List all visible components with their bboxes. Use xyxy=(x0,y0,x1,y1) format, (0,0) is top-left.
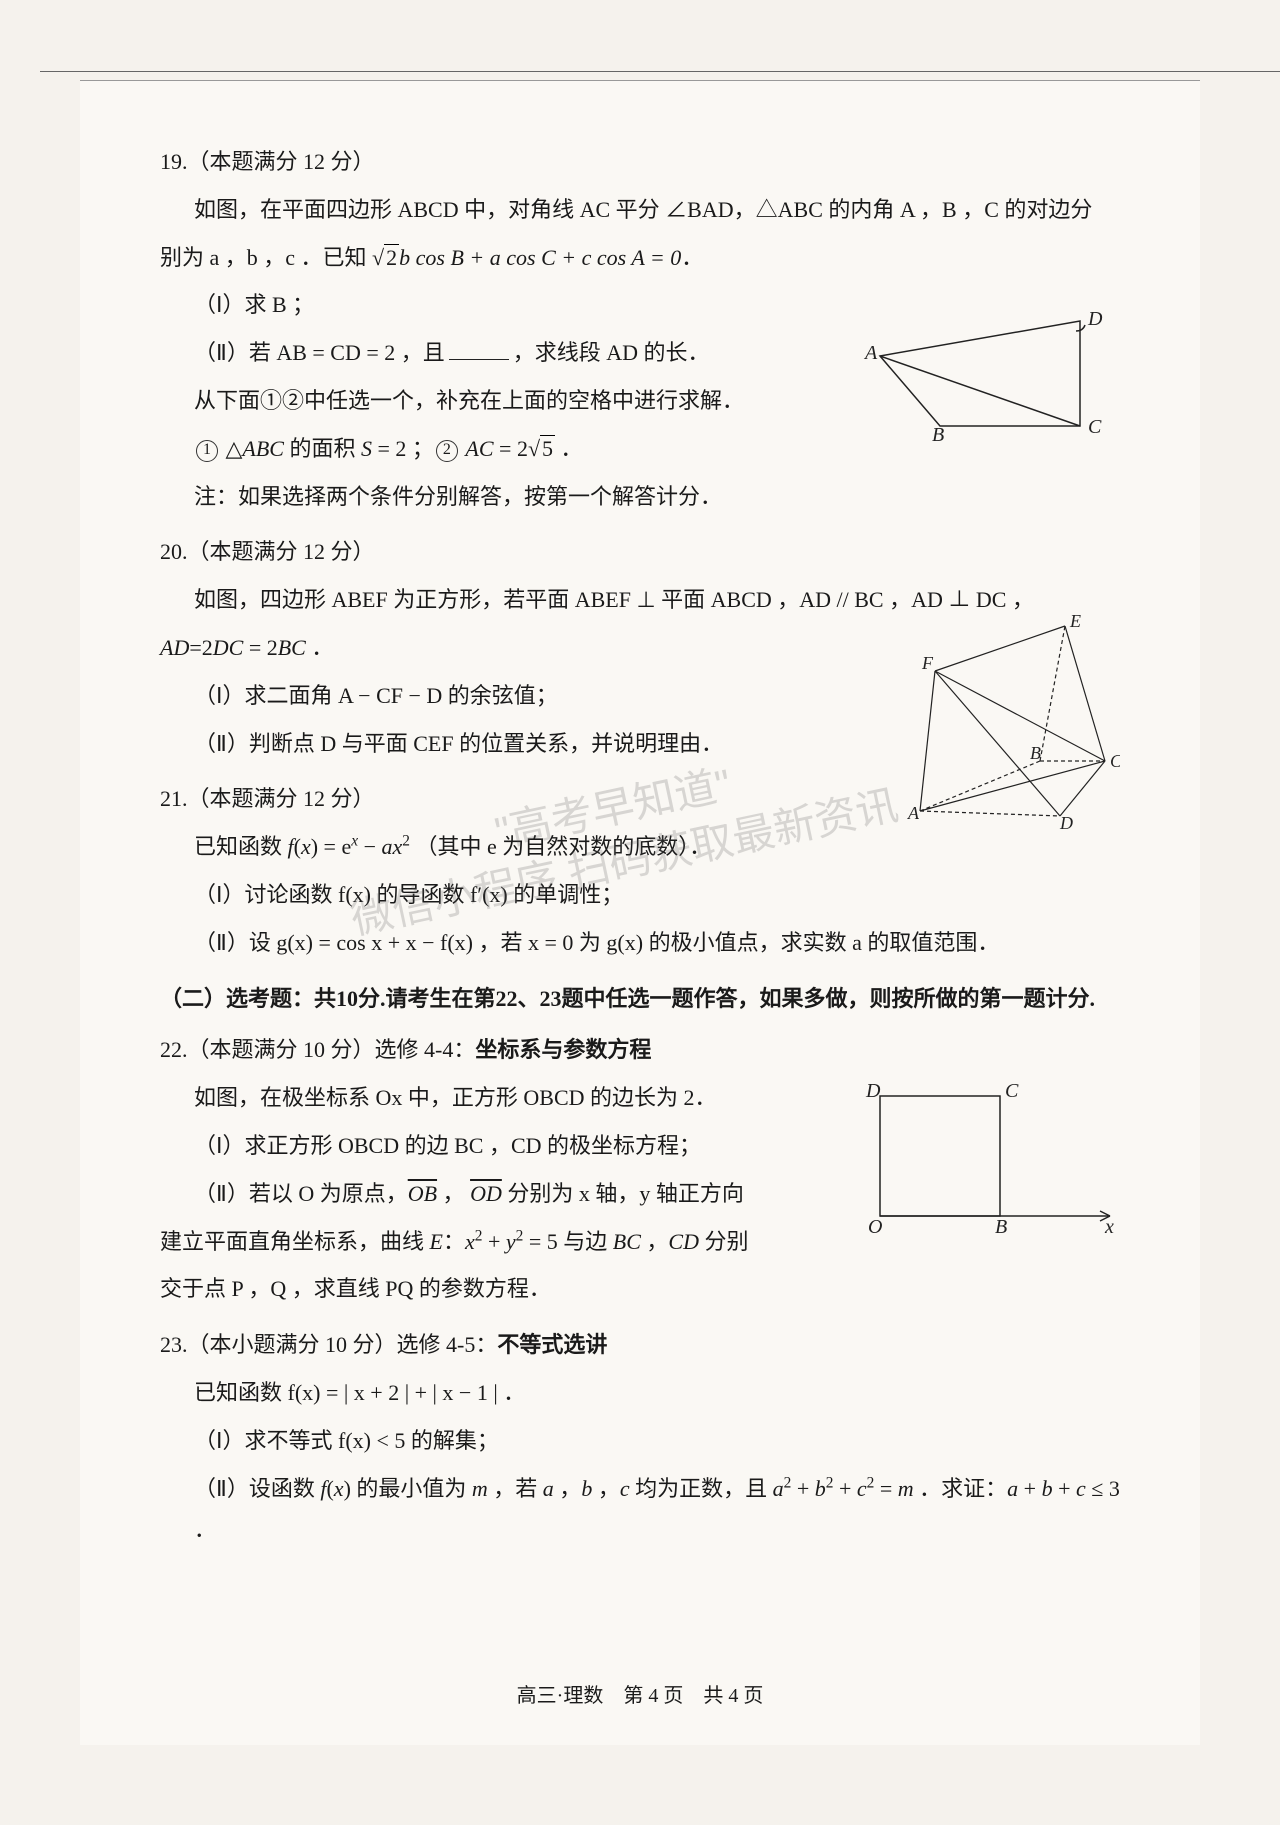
p19-eq: 2b cos B + a cos C + c cos A = 0 xyxy=(372,245,681,270)
svg-text:A: A xyxy=(907,803,920,823)
circled-1: 1 xyxy=(196,440,218,462)
svg-text:x: x xyxy=(1104,1216,1114,1238)
figure-19: A D C B xyxy=(860,311,1120,441)
blank-fill xyxy=(449,359,509,360)
svg-text:B: B xyxy=(1030,743,1041,763)
p19-line1: 如图，在平面四边形 ABCD 中，对角线 AC 平分 ∠BAD，△ABC 的内角… xyxy=(194,189,1120,231)
header-rule xyxy=(40,71,1280,72)
p19-note: 注：如果选择两个条件分别解答，按第一个解答计分． xyxy=(194,476,1120,518)
svg-text:B: B xyxy=(932,424,944,441)
problem-20-header: 20.（本题满分 12 分） xyxy=(160,531,1120,573)
svg-text:O: O xyxy=(868,1216,882,1238)
exam-page: 19.（本题满分 12 分） 如图，在平面四边形 ABCD 中，对角线 AC 平… xyxy=(80,80,1200,1745)
svg-text:C: C xyxy=(1005,1081,1019,1102)
problem-22-header: 22.（本题满分 10 分）选修 4-4：坐标系与参数方程 xyxy=(160,1029,1120,1071)
p21-line1: 已知函数 f(x) = ex − ax2 （其中 e 为自然对数的底数）． xyxy=(194,826,1120,868)
svg-text:C: C xyxy=(1110,751,1120,771)
svg-text:C: C xyxy=(1088,416,1102,438)
p22-line3: 交于点 P ，Q ，求直线 PQ 的参数方程． xyxy=(160,1268,1120,1310)
circled-2: 2 xyxy=(436,440,458,462)
svg-text:D: D xyxy=(865,1081,881,1102)
p23-part2: （Ⅱ）设函数 f(x) 的最小值为 m ，若 a ，b ，c 均为正数，且 a2… xyxy=(194,1468,1120,1552)
problem-23-header: 23.（本小题满分 10 分）选修 4-5：不等式选讲 xyxy=(160,1324,1120,1366)
p23-line1: 已知函数 f(x) = | x + 2 | + | x − 1 | ． xyxy=(194,1372,1120,1414)
page-footer: 高三·理数 第 4 页 共 4 页 xyxy=(80,1677,1200,1715)
svg-text:A: A xyxy=(863,342,878,364)
section-2-title: （二）选考题：共10分.请考生在第22、23题中任选一题作答，如果多做，则按所做… xyxy=(160,978,1120,1020)
p21-part2: （Ⅱ）设 g(x) = cos x + x − f(x) ，若 x = 0 为 … xyxy=(194,922,1120,964)
problem-23: 23.（本小题满分 10 分）选修 4-5：不等式选讲 已知函数 f(x) = … xyxy=(160,1324,1120,1551)
svg-text:B: B xyxy=(995,1216,1007,1238)
p23-part1: （Ⅰ）求不等式 f(x) < 5 的解集； xyxy=(194,1420,1120,1462)
p21-part1: （Ⅰ）讨论函数 f(x) 的导函数 f′(x) 的单调性； xyxy=(194,874,1120,916)
svg-text:D: D xyxy=(1059,813,1073,831)
svg-text:F: F xyxy=(921,653,934,673)
problem-19-header: 19.（本题满分 12 分） xyxy=(160,141,1120,183)
svg-text:D: D xyxy=(1087,311,1103,330)
figure-22: O B C D x xyxy=(850,1081,1120,1241)
p19-line2: 别为 a ，b ，c ．已知 2b cos B + a cos C + c co… xyxy=(160,237,1120,279)
svg-text:E: E xyxy=(1069,611,1081,631)
figure-20: A B C D E F xyxy=(890,611,1120,831)
